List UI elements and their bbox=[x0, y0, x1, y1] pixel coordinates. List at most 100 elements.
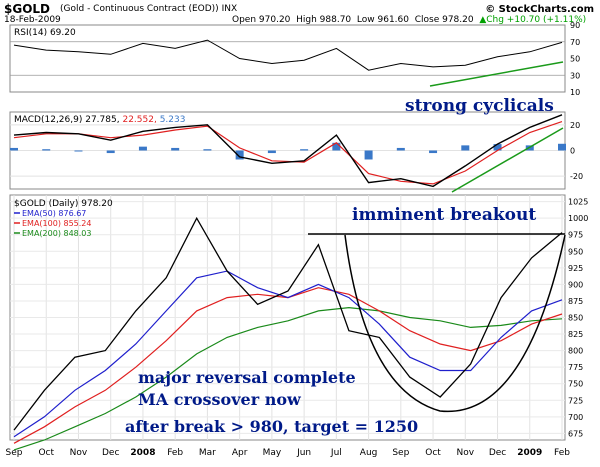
histogram-value: 5.233 bbox=[160, 115, 186, 125]
rsi-trendline bbox=[429, 61, 564, 87]
ema50-line bbox=[13, 270, 563, 438]
x-tick-label: Oct bbox=[38, 448, 54, 458]
macd-histogram-bar bbox=[396, 147, 405, 151]
macd-histogram-bar bbox=[74, 150, 83, 152]
x-tick-label: 2008 bbox=[130, 448, 155, 458]
x-tick-label: Jul bbox=[330, 448, 342, 458]
x-tick-label: Feb bbox=[554, 448, 570, 458]
annotation-crossover: MA crossover now bbox=[138, 390, 302, 409]
legend-entry: EMA(200) 848.03 bbox=[22, 229, 91, 238]
rsi-series bbox=[13, 39, 563, 71]
price-series bbox=[13, 216, 563, 451]
rsi-tick-label: 30 bbox=[570, 71, 580, 80]
macd-tick-label: 0 bbox=[570, 147, 575, 156]
date-label: 18-Feb-2009 bbox=[4, 15, 61, 25]
price-tick-label: 925 bbox=[568, 264, 583, 273]
x-axis: Sep Oct Nov Dec 2008 Feb Mar Apr May Jun Jul Aug Sep… bbox=[6, 448, 571, 458]
annotation-rsi-note: strong cyclicals bbox=[405, 96, 554, 116]
macd-histogram-bar bbox=[300, 149, 309, 151]
price-tick-label: 775 bbox=[568, 363, 583, 372]
macd-histogram-bar bbox=[106, 150, 115, 154]
price-tick-label: 725 bbox=[568, 396, 583, 405]
price-tick-label: 1025 bbox=[568, 198, 588, 207]
up-arrow-icon: ▲ bbox=[479, 15, 487, 25]
rsi-line bbox=[13, 39, 563, 71]
macd-histogram-bar bbox=[267, 150, 276, 154]
annotation-target: after break > 980, target = 1250 bbox=[125, 417, 418, 436]
price-tick-label: 700 bbox=[568, 413, 583, 422]
rsi-tick-label: 70 bbox=[570, 38, 580, 47]
annotation-breakout: imminent breakout bbox=[352, 205, 536, 225]
price-tick-label: 800 bbox=[568, 347, 583, 356]
rsi-label: RSI(14) 69.20 bbox=[14, 28, 76, 38]
price-tick-label: 825 bbox=[568, 330, 583, 339]
macd-histogram-bar bbox=[429, 150, 438, 154]
price-tick-label: 750 bbox=[568, 380, 583, 389]
annotation-reversal: major reversal complete bbox=[138, 368, 356, 387]
x-tick-label: Nov bbox=[457, 448, 475, 458]
rsi-panel bbox=[9, 24, 566, 93]
macd-trendline bbox=[451, 127, 564, 193]
x-tick-label: 2009 bbox=[517, 448, 542, 458]
macd-histogram-bar bbox=[558, 143, 566, 151]
price-tick-label: 675 bbox=[568, 429, 583, 438]
signal-value: 22.552, bbox=[122, 115, 156, 125]
cup-curve bbox=[344, 234, 566, 413]
quote-bar: Open 970.20 High 988.70 Low 961.60 Close… bbox=[232, 15, 586, 25]
macd-histogram-bar bbox=[461, 145, 470, 151]
rsi-tick-label: 10 bbox=[570, 88, 580, 97]
exchange-label: INX bbox=[221, 4, 238, 14]
open-value: Open 970.20 bbox=[232, 15, 291, 25]
macd-label: MACD(12,26,9) 27.785, 22.552, 5.233 bbox=[14, 115, 185, 125]
macd-axis: 20 0 -20 bbox=[10, 121, 583, 181]
macd-tick-label: 20 bbox=[570, 121, 580, 130]
x-tick-label: Jun bbox=[296, 448, 311, 458]
macd-name: MACD(12,26,9) bbox=[14, 115, 82, 125]
price-tick-label: 1000 bbox=[568, 214, 588, 223]
x-tick-label: Mar bbox=[199, 448, 216, 458]
macd-histogram-bar bbox=[10, 147, 18, 151]
change-value: ▲Chg +10.70 (+1.11%) bbox=[479, 15, 586, 25]
price-tick-label: 875 bbox=[568, 297, 583, 306]
brand-logo: © StockCharts.com bbox=[485, 4, 594, 15]
x-tick-label: Oct bbox=[425, 448, 441, 458]
symbol-label: $GOLD bbox=[4, 2, 51, 16]
macd-line bbox=[13, 114, 563, 188]
rsi-tick-label: 90 bbox=[570, 21, 580, 30]
macd-histogram-bar bbox=[203, 149, 212, 151]
price-label: $GOLD (Daily) 978.20 bbox=[14, 199, 113, 209]
price-tick-label: 850 bbox=[568, 314, 583, 323]
price-tick-label: 975 bbox=[568, 231, 583, 240]
price-tick-label: 950 bbox=[568, 247, 583, 256]
high-value: High 988.70 bbox=[296, 15, 352, 25]
x-tick-label: Sep bbox=[6, 448, 23, 458]
macd-histogram-bar bbox=[493, 144, 502, 151]
contract-label: (Gold - Continuous Contract (EOD)) INX bbox=[60, 4, 237, 14]
x-tick-label: Nov bbox=[70, 448, 88, 458]
x-tick-label: May bbox=[263, 448, 282, 458]
x-tick-label: Sep bbox=[392, 448, 409, 458]
macd-histogram-bar bbox=[235, 150, 244, 160]
ema200-line bbox=[13, 306, 563, 451]
macd-histogram-bar bbox=[364, 150, 373, 160]
macd-histogram-bar bbox=[138, 146, 147, 151]
legend-entry: EMA(100) 855.24 bbox=[22, 219, 91, 228]
x-tick-label: Apr bbox=[232, 448, 248, 458]
x-tick-label: Aug bbox=[360, 448, 378, 458]
signal-line bbox=[13, 121, 563, 185]
macd-histogram-bar bbox=[42, 149, 51, 151]
rsi-tick-label: 50 bbox=[570, 55, 580, 64]
macd-tick-label: -20 bbox=[570, 172, 583, 181]
x-tick-label: Feb bbox=[167, 448, 183, 458]
close-value: Close 978.20 bbox=[414, 15, 474, 25]
macd-histogram-bar bbox=[332, 142, 341, 151]
x-tick-label: Dec bbox=[489, 448, 506, 458]
contract-name: (Gold - Continuous Contract (EOD)) bbox=[60, 4, 219, 14]
low-value: Low 961.60 bbox=[356, 15, 409, 25]
change-text: Chg +10.70 (+1.11%) bbox=[486, 15, 587, 25]
rsi-axis: 90 70 50 30 10 bbox=[10, 21, 580, 97]
macd-value: 27.785, bbox=[85, 115, 119, 125]
